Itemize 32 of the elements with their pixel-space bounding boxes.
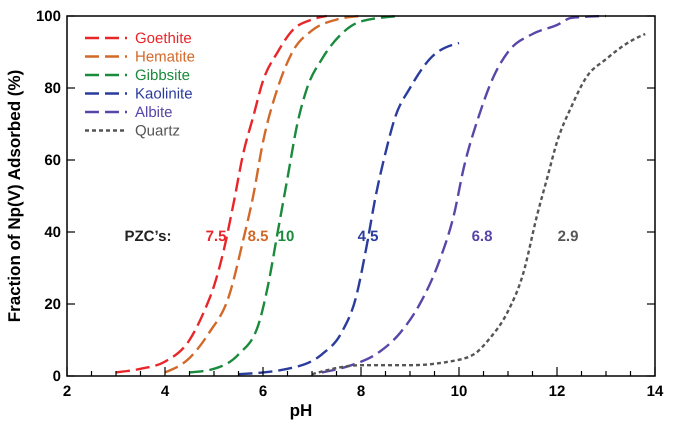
legend-label: Gibbsite [135, 67, 190, 84]
y-tick-label: 0 [52, 368, 61, 385]
x-axis-title: pH [290, 401, 312, 420]
line-series [114, 14, 328, 374]
annotation: 7.5 [206, 228, 226, 246]
y-tick-label: 100 [36, 8, 61, 25]
line-series [310, 32, 646, 376]
legend-label: Hematite [135, 48, 196, 66]
y-tick-label: 80 [44, 80, 61, 97]
legend-label: Albite [135, 104, 173, 121]
annotation: 2.9 [558, 228, 578, 246]
x-tick-label: 10 [450, 383, 468, 400]
x-tick-label: 12 [548, 383, 566, 400]
line-series [237, 42, 460, 376]
legend-label: Quartz [135, 122, 180, 140]
y-tick-label: 60 [44, 152, 61, 169]
legend-label: Goethite [135, 30, 192, 47]
x-tick-label: 6 [258, 383, 268, 400]
line-series [320, 14, 608, 374]
x-tick-label: 14 [646, 383, 664, 400]
y-tick-label: 20 [44, 296, 61, 313]
x-tick-label: 8 [356, 383, 366, 400]
y-axis-title: Fraction of Np(V) Adsorbed (%) [5, 70, 24, 322]
annotation: PZC’s: [124, 228, 172, 246]
annotation: 10 [278, 228, 294, 246]
legend-label: Kaolinite [135, 86, 193, 102]
annotation: 6.8 [472, 228, 492, 246]
x-tick-label: 4 [160, 383, 170, 400]
y-tick-label: 40 [44, 224, 61, 241]
x-tick-label: 2 [62, 383, 72, 400]
annotation: 4.5 [358, 228, 378, 246]
annotation: 8.5 [248, 228, 268, 246]
